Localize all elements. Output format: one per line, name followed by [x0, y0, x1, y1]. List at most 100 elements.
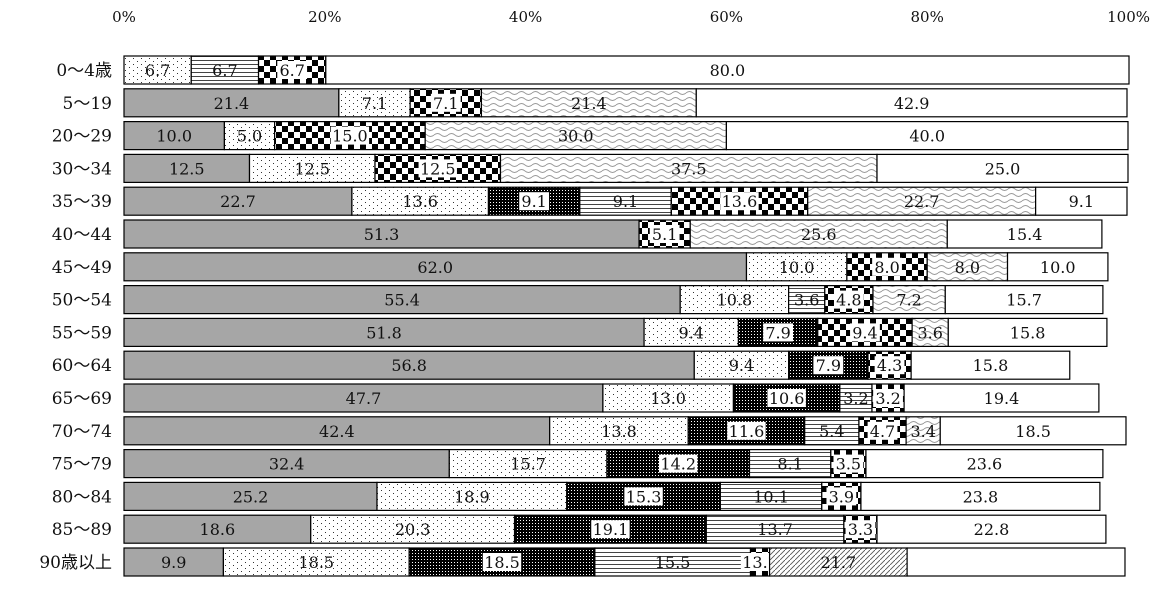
bar-segment: [424, 120, 728, 151]
data-label: 22.8: [974, 520, 1010, 539]
data-label: 8.0: [874, 258, 899, 277]
data-label-bg: [277, 61, 308, 79]
data-label: 12.5: [294, 159, 330, 178]
bar-segment: [351, 186, 490, 216]
data-label: 15.3: [626, 487, 662, 506]
data-label-bg: [833, 454, 864, 473]
data-label: 15.8: [1010, 323, 1046, 342]
x-tick-label: 0%: [112, 8, 136, 26]
data-label: 3.6: [794, 291, 819, 310]
data-label: 5.4: [819, 422, 844, 441]
data-label: 4.8: [836, 291, 861, 310]
data-label-bg: [727, 421, 766, 440]
data-label-bg: [330, 126, 370, 145]
data-label: 23.8: [963, 487, 999, 506]
bar-segment: [926, 252, 1009, 282]
bar-segment: [123, 252, 748, 282]
data-label: 15.7: [1006, 291, 1042, 310]
bar-segment: [905, 416, 941, 446]
bar-segment: [123, 547, 224, 577]
bar-segment: [903, 383, 1100, 413]
data-label: 15.7: [510, 455, 546, 474]
bar-segment: [876, 514, 1107, 544]
data-label: 3.6: [917, 323, 942, 342]
bar-segment: [679, 285, 790, 315]
bar-segment: [123, 219, 640, 249]
data-label: 13.7: [742, 553, 778, 572]
bar-segment: [190, 55, 260, 85]
bar-segment: [725, 120, 1129, 151]
data-label-bg: [482, 553, 522, 571]
data-label: 7.1: [433, 94, 458, 113]
bar-row: 9.9 18.5 18.5 15.5 13.7 21.7: [123, 547, 1126, 577]
data-label-bg: [872, 257, 902, 276]
bar-segment: [325, 55, 1130, 85]
data-label: 3.9: [829, 487, 854, 506]
bar-segment: [310, 514, 516, 544]
data-label: 9.1: [1069, 192, 1094, 211]
bar-segment: [947, 317, 1108, 347]
data-label: 22.7: [904, 192, 940, 211]
bar-segment: [123, 88, 340, 118]
data-label: 9.4: [852, 323, 877, 342]
bar-segment: [693, 350, 790, 380]
data-label: 15.0: [332, 127, 368, 146]
bar-row: 6.7 6.7 6.7 80.0: [123, 55, 1130, 85]
data-label: 37.5: [671, 159, 707, 178]
data-label-bg: [763, 323, 794, 342]
data-label: 19.1: [593, 520, 629, 539]
x-tick-label: 100%: [1107, 8, 1150, 26]
bar-segment: [865, 449, 1104, 479]
bar-segment: [719, 481, 823, 511]
data-label-bg: [833, 290, 864, 309]
data-label: 8.0: [955, 258, 980, 277]
data-label: 3.2: [843, 389, 868, 408]
bar-segment: [788, 285, 826, 315]
data-label: 9.1: [521, 192, 546, 211]
data-label-bg: [826, 487, 857, 506]
bar-segment: [594, 547, 752, 577]
bar-row: 51.3 5.1 25.6 15.4: [123, 219, 1103, 249]
data-label: 15.4: [1007, 225, 1043, 244]
data-label: 13.7: [757, 520, 793, 539]
x-axis: 0% 20% 40% 60% 80% 100%: [112, 8, 1150, 61]
data-label: 9.1: [613, 192, 638, 211]
category-label: 70〜74: [52, 422, 112, 442]
bar-segment: [499, 153, 878, 183]
bar-row: 42.4 13.8 11.6 5.4 4.7 3.4 18.5: [123, 416, 1127, 446]
data-label-bg: [649, 225, 680, 243]
data-label: 7.1: [362, 94, 387, 113]
bar-row: 47.7 13.0 10.6 3.2 3.2 19.4: [123, 383, 1100, 413]
data-label-bg: [845, 520, 876, 539]
bar-segment: [222, 547, 410, 577]
category-label: 50〜54: [52, 291, 112, 311]
data-label: 80.0: [710, 61, 746, 80]
data-label: 13.8: [601, 422, 637, 441]
bar-segment: [123, 317, 645, 347]
data-label: 5.0: [237, 127, 262, 146]
data-label: 7.9: [816, 356, 841, 375]
data-label: 12.5: [420, 159, 456, 178]
data-label-bg: [873, 389, 903, 407]
bar-segment: [123, 383, 604, 413]
data-label: 13.6: [402, 192, 438, 211]
bar-segment: [123, 120, 226, 151]
data-label: 25.2: [233, 487, 269, 506]
data-label: 10.1: [753, 487, 789, 506]
x-tick-label: 80%: [911, 8, 944, 26]
data-label: 23.6: [967, 455, 1003, 474]
bar-row: 51.8 9.4 7.9 9.4 3.6 15.8: [123, 317, 1108, 347]
data-label: 25.6: [801, 225, 837, 244]
category-label: 60〜64: [52, 356, 112, 376]
category-labels: 0〜4歳 5〜19 20〜29 30〜34 35〜39 40〜44 45〜49 50〜54 55…: [39, 61, 112, 573]
data-label-bg: [659, 454, 698, 473]
category-label: 80〜84: [52, 487, 112, 507]
data-label-bg: [430, 93, 461, 112]
bar-segment: [695, 88, 1128, 118]
data-label-bg: [519, 192, 550, 211]
data-label: 7.2: [896, 291, 921, 310]
data-label: 15.5: [655, 553, 691, 572]
data-label: 51.8: [366, 323, 402, 342]
data-label-bg: [720, 192, 759, 211]
